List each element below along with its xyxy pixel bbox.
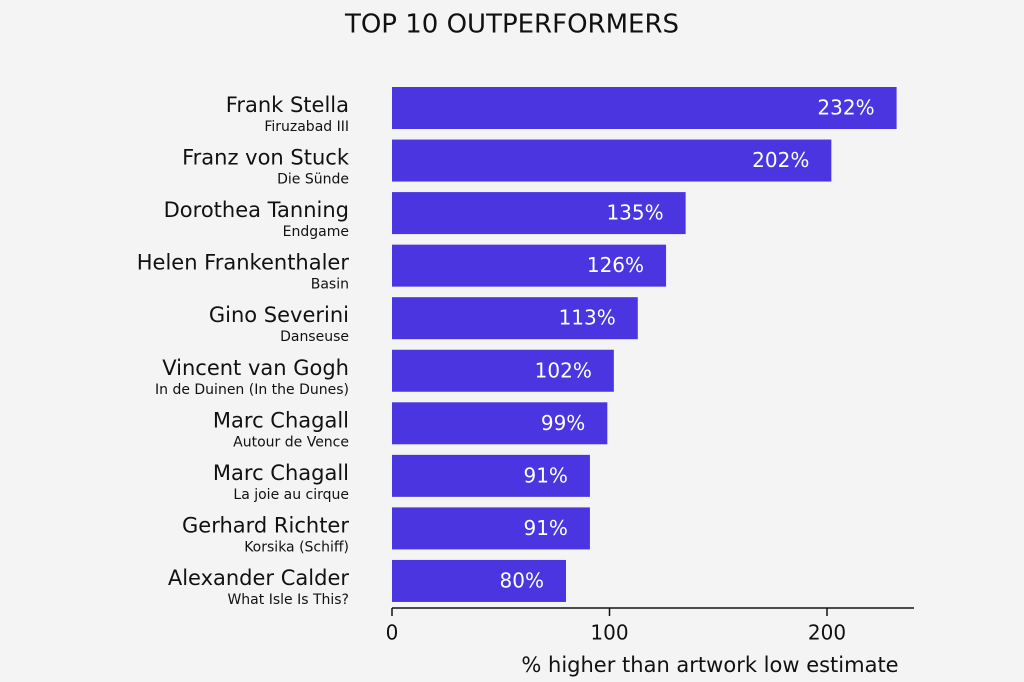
value-label: 135% <box>606 201 663 225</box>
bar <box>392 402 608 445</box>
bar <box>392 87 897 129</box>
bar <box>392 297 638 340</box>
chart-title: TOP 10 OUTPERFORMERS <box>344 10 679 40</box>
value-label: 126% <box>587 253 644 277</box>
value-label: 102% <box>535 358 592 382</box>
x-tick-label: 100 <box>590 621 628 645</box>
value-label: 91% <box>523 516 567 540</box>
y-tick-sublabel: Autour de Vence <box>233 434 349 450</box>
value-label: 113% <box>559 306 616 330</box>
y-tick-sublabel: Danseuse <box>280 329 349 345</box>
y-tick-label: Helen Frankenthaler <box>137 251 350 275</box>
x-tick-label: 200 <box>808 621 846 645</box>
bar <box>392 192 686 235</box>
y-tick-label: Marc Chagall <box>213 461 349 485</box>
y-tick-label: Franz von Stuck <box>182 146 350 170</box>
value-label: 91% <box>523 463 567 487</box>
y-tick-label: Vincent van Gogh <box>162 356 349 380</box>
x-axis-title: % higher than artwork low estimate <box>521 653 898 677</box>
bar <box>392 349 614 392</box>
value-label: 232% <box>817 96 874 120</box>
bar <box>392 559 566 602</box>
x-tick-label: 0 <box>386 621 399 645</box>
y-tick-sublabel: Basin <box>311 277 349 293</box>
y-tick-sublabel: Endgame <box>283 224 349 240</box>
y-tick-label: Frank Stella <box>226 93 349 117</box>
value-label: 99% <box>541 411 585 435</box>
y-tick-sublabel: Firuzabad III <box>264 119 349 135</box>
y-tick-label: Gino Severini <box>209 303 349 327</box>
y-tick-sublabel: La joie au cirque <box>233 487 349 503</box>
y-tick-label: Gerhard Richter <box>182 513 349 537</box>
bar <box>392 139 832 182</box>
y-tick-label: Dorothea Tanning <box>164 198 349 222</box>
bar <box>392 507 590 550</box>
value-label: 80% <box>500 568 544 592</box>
y-tick-sublabel: In de Duinen (In the Dunes) <box>155 382 349 398</box>
value-label: 202% <box>752 148 809 172</box>
y-tick-label: Marc Chagall <box>213 408 349 432</box>
y-tick-sublabel: Die Sünde <box>277 172 349 188</box>
y-tick-sublabel: What Isle Is This? <box>227 592 349 608</box>
bar <box>392 454 590 497</box>
bar <box>392 244 667 287</box>
y-tick-sublabel: Korsika (Schiff) <box>244 539 349 555</box>
y-tick-label: Alexander Calder <box>168 566 350 590</box>
